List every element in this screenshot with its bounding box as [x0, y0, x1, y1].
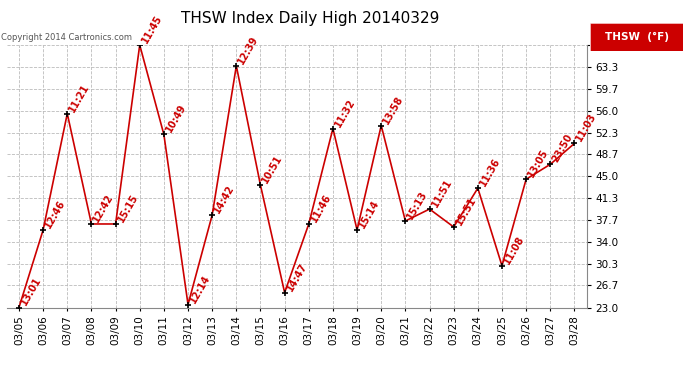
Text: 10:51: 10:51	[261, 153, 285, 185]
Text: Copyright 2014 Cartronics.com: Copyright 2014 Cartronics.com	[1, 33, 132, 42]
Text: 14:42: 14:42	[213, 183, 237, 215]
Text: 23:50: 23:50	[551, 132, 575, 164]
Text: 11:51: 11:51	[429, 177, 454, 209]
Text: 11:45: 11:45	[139, 13, 164, 45]
Text: 13:01: 13:01	[19, 276, 43, 308]
Text: 11:32: 11:32	[333, 97, 357, 129]
Text: 15:14: 15:14	[357, 198, 382, 230]
Text: 15:51: 15:51	[454, 195, 478, 227]
Text: 15:13: 15:13	[406, 189, 430, 221]
Text: 12:14: 12:14	[188, 273, 213, 304]
Text: 11:03: 11:03	[574, 112, 599, 144]
Text: 11:21: 11:21	[68, 82, 92, 114]
Text: 10:49: 10:49	[164, 103, 188, 135]
Text: 14:47: 14:47	[284, 261, 309, 292]
Text: 12:39: 12:39	[236, 34, 261, 66]
Text: 11:46: 11:46	[308, 192, 333, 224]
Text: 12:42: 12:42	[91, 192, 116, 224]
Text: 11:08: 11:08	[502, 234, 526, 266]
Text: 12:46: 12:46	[43, 198, 68, 230]
Text: 15:15: 15:15	[115, 192, 140, 224]
Text: 13:05: 13:05	[526, 147, 551, 179]
Text: 13:58: 13:58	[381, 94, 406, 126]
Text: 11:36: 11:36	[477, 156, 502, 188]
Text: THSW  (°F): THSW (°F)	[604, 32, 669, 42]
Text: THSW Index Daily High 20140329: THSW Index Daily High 20140329	[181, 11, 440, 26]
